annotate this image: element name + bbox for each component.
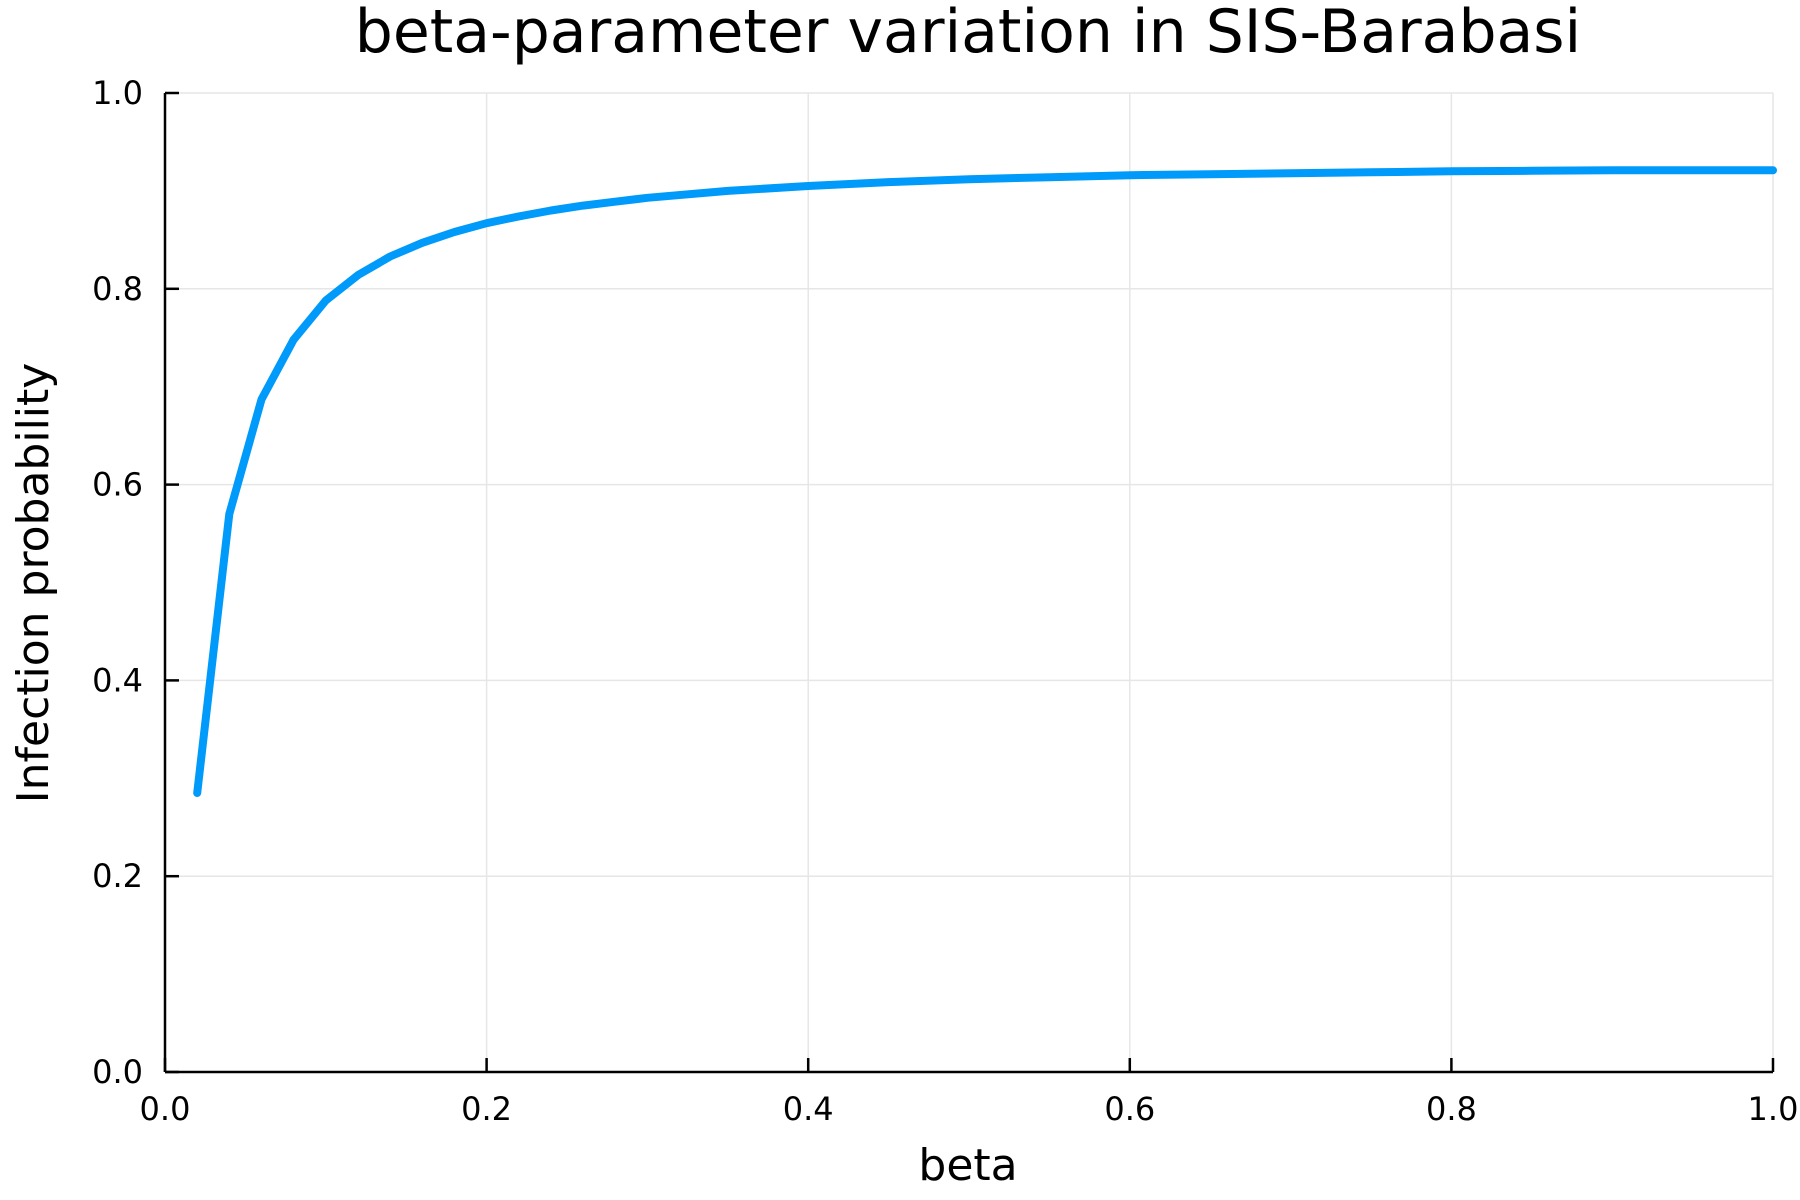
x-tick-label: 1.0 [1748,1090,1799,1128]
y-axis-label: Infection probability [8,363,59,804]
x-tick-label: 0.4 [783,1090,834,1128]
x-tick-label: 0.2 [461,1090,512,1128]
x-axis-label: beta [918,1140,1017,1191]
y-tick-label: 0.6 [92,466,143,504]
y-tick-label: 0.2 [92,857,143,895]
ticks: 0.0 0.2 0.4 0.6 0.8 1.0 0.0 0.2 0.4 0.6 0.8 1.0 [92,74,1798,1128]
series-line [193,166,1777,797]
series [193,166,1777,797]
gridlines [164,92,1774,1073]
y-tick-label: 0.4 [92,661,143,699]
y-tick-label: 0.8 [92,270,143,308]
x-tick-label: 0.6 [1104,1090,1155,1128]
x-tick-label: 0.8 [1426,1090,1477,1128]
y-tick-label: 1.0 [92,74,143,112]
axes [163,93,1773,1074]
x-tick-label: 0.0 [140,1090,191,1128]
y-tick-label: 0.0 [92,1053,143,1091]
chart-title: beta-parameter variation in SIS-Barabasi [355,0,1581,67]
